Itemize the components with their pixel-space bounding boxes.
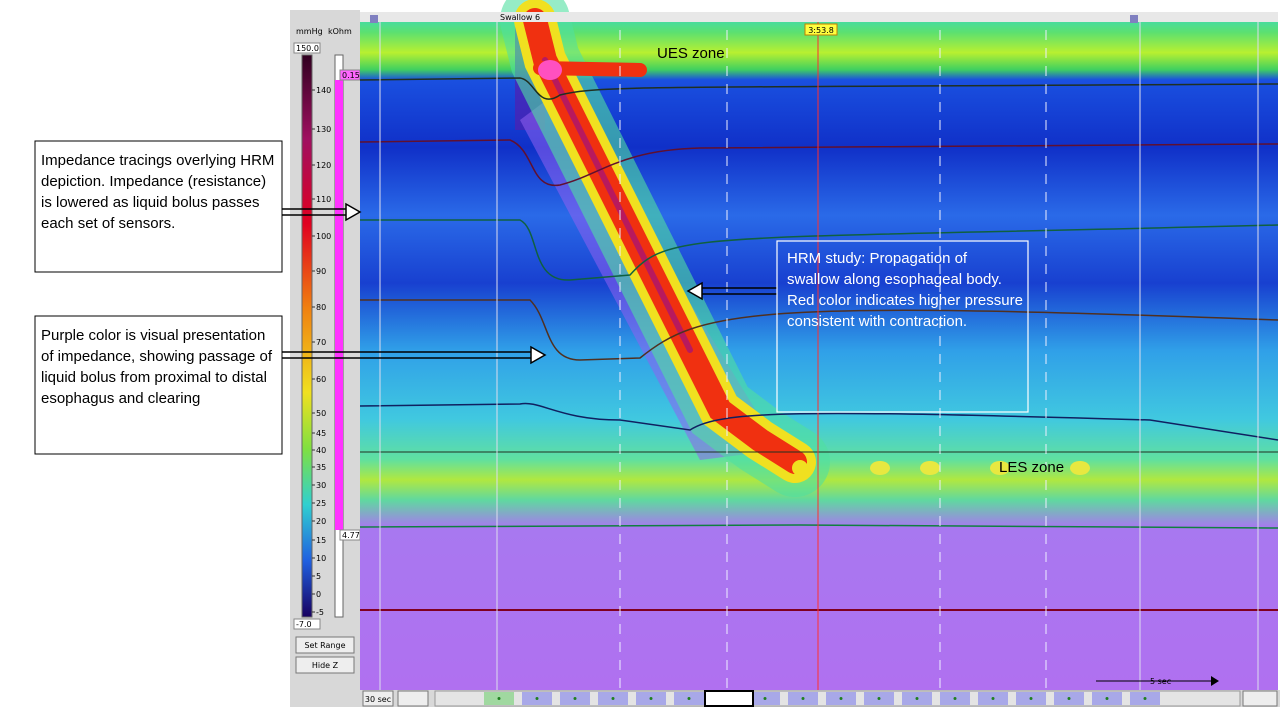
pressure-unit: mmHg [296,27,323,36]
top-bar [360,12,1278,22]
marker-icon[interactable] [1130,15,1138,23]
timeline-dot [953,697,957,700]
tick-label: 25 [316,499,326,508]
tick-label: -5 [316,608,324,617]
pressure-min-box [293,618,321,630]
scale-bar-label: 5 sec [1150,677,1171,686]
timeline-dot [839,697,843,700]
timeline-dot [535,697,539,700]
tick-label: 30 [316,481,326,490]
window-button[interactable] [362,690,394,707]
tick-label: 110 [316,195,331,204]
zone-label: LES zone [999,459,1065,476]
tick-label: 0 [316,590,321,599]
timeline-dot [877,697,881,700]
tick-label: 20 [316,517,326,526]
annotation-text: HRM study: Propagation of swallow along … [787,250,1023,330]
timeline-dot [1067,697,1071,700]
timeline-dot [573,697,577,700]
pressure-max: 150.0 [296,44,319,53]
zone-label: UES zone [657,45,725,62]
tick-label: 15 [316,536,326,545]
impedance-bar-fill [335,80,343,530]
marker-icon[interactable] [370,15,378,23]
pressure-ticks: 1401301201101009080706050454035302520151… [312,86,331,617]
timeline-dot [497,697,501,700]
timeline-dot [763,697,767,700]
timeline-dot [611,697,615,700]
hide-z-button[interactable] [295,656,355,674]
impedance-tracings [359,77,1279,611]
tick-label: 50 [316,409,326,418]
timeline-dot [1143,697,1147,700]
tick-label: 100 [316,232,331,241]
annotation-box [34,140,283,273]
time-marker: 3:53.8 [808,26,834,35]
swallow-label: Swallow 6 [500,13,540,22]
tick-label: 40 [316,446,326,455]
timeline-window[interactable] [704,690,754,707]
tick-label: 60 [316,375,326,384]
nav-button[interactable] [1242,690,1278,707]
timeline-dot [801,697,805,700]
hide-z-label[interactable]: Hide Z [312,661,339,670]
impedance-unit: kOhm [328,27,352,36]
tick-label: 120 [316,161,331,170]
window-button-label[interactable]: 30 sec [365,695,391,704]
tick-label: 45 [316,429,326,438]
pressure-max-box [293,42,321,54]
heatmap [360,0,1278,690]
set-range-button[interactable] [295,636,355,654]
pressure-min: -7.0 [296,620,312,629]
tick-label: 90 [316,267,326,276]
arrows [282,202,777,365]
timeline-dot [1029,697,1033,700]
tick-label: 70 [316,338,326,347]
timeline-dot [991,697,995,700]
impedance-top: 0.15 [342,71,360,80]
set-range-label[interactable]: Set Range [304,641,345,650]
annotation-box [776,240,1029,413]
tick-label: 140 [316,86,331,95]
tick-label: 80 [316,303,326,312]
annotation-text: Purple color is visual presentation of i… [41,327,272,407]
timeline-dot [1105,697,1109,700]
tick-label: 10 [316,554,326,563]
nav-button[interactable] [397,690,429,707]
annotation-box [34,315,283,455]
timeline-dot [649,697,653,700]
impedance-bottom: 4.77 [342,531,360,540]
timeline-dot [915,697,919,700]
timeline-dot [687,697,691,700]
pressure-colorbar [301,54,313,618]
annotation-text: Impedance tracings overlying HRM depicti… [41,152,275,232]
tick-label: 130 [316,125,331,134]
time-marker-box [804,23,838,36]
time-lines [379,12,1259,690]
tick-label: 5 [316,572,321,581]
tick-label: 35 [316,463,326,472]
